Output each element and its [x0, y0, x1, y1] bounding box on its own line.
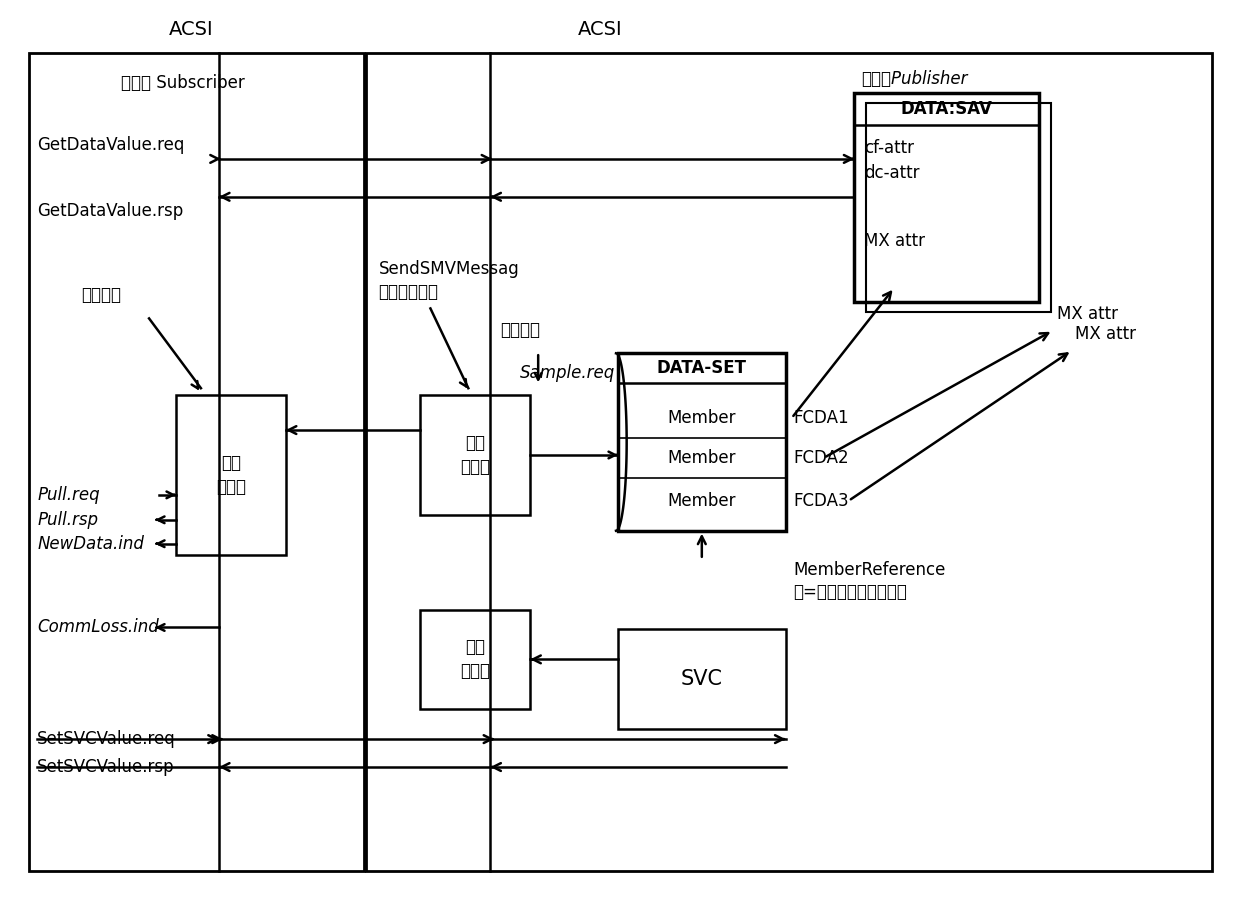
Text: GetDataValue.req: GetDataValue.req — [37, 136, 185, 154]
Text: cf-attr: cf-attr — [864, 139, 914, 157]
Text: FCDA1: FCDA1 — [794, 409, 849, 427]
Text: 订户方 Subscriber: 订户方 Subscriber — [122, 74, 244, 92]
Bar — [30, 53, 363, 871]
Text: Member: Member — [667, 409, 737, 427]
Text: 缓冲区: 缓冲区 — [460, 662, 490, 681]
Bar — [176, 395, 285, 555]
Text: ACSI: ACSI — [169, 20, 213, 39]
Text: Member: Member — [667, 449, 737, 467]
Text: SetSVCValue.req: SetSVCValue.req — [37, 730, 176, 748]
Text: Sample.req: Sample.req — [521, 364, 615, 382]
Text: FCDA3: FCDA3 — [794, 491, 849, 510]
Bar — [618, 353, 786, 530]
Text: Pull.req: Pull.req — [37, 486, 100, 504]
Bar — [366, 53, 1211, 871]
Text: MemberReference: MemberReference — [794, 560, 946, 578]
Text: 通信映射特定: 通信映射特定 — [378, 283, 439, 301]
Text: 当地事项: 当地事项 — [81, 287, 122, 304]
Text: 当地事项: 当地事项 — [500, 321, 541, 339]
Bar — [420, 609, 531, 710]
Text: Pull.rsp: Pull.rsp — [37, 510, 98, 529]
Text: Member: Member — [667, 491, 737, 510]
Text: MX attr: MX attr — [1056, 305, 1118, 323]
Text: NewData.ind: NewData.ind — [37, 535, 144, 553]
Text: CommLoss.ind: CommLoss.ind — [37, 618, 159, 636]
Text: MX attr: MX attr — [1075, 326, 1136, 343]
Text: FCDA2: FCDA2 — [794, 449, 849, 467]
Text: SendSMVMessag: SendSMVMessag — [378, 260, 520, 278]
Text: SVC: SVC — [681, 670, 723, 690]
Text: SetSVCValue.rsp: SetSVCValue.rsp — [37, 758, 175, 776]
Text: GetDataValue.rsp: GetDataValue.rsp — [37, 202, 184, 220]
Text: 发送: 发送 — [465, 434, 485, 452]
Text: 接收: 接收 — [221, 454, 241, 472]
Text: DATA-SET: DATA-SET — [657, 359, 746, 377]
Text: DATA:SAV: DATA:SAV — [900, 100, 993, 118]
Text: 控制: 控制 — [465, 638, 485, 656]
Text: dc-attr: dc-attr — [864, 164, 920, 182]
Text: 缓冲区: 缓冲区 — [216, 478, 246, 496]
Text: 发布方Publisher: 发布方Publisher — [861, 71, 967, 88]
Text: 缓冲区: 缓冲区 — [460, 458, 490, 476]
Bar — [867, 103, 1052, 312]
Text: ACSI: ACSI — [578, 20, 622, 39]
Bar — [618, 630, 786, 729]
Bar — [854, 93, 1039, 302]
Bar — [420, 395, 531, 515]
Text: MX attr: MX attr — [864, 232, 925, 250]
Text: （=功能约束数据属性）: （=功能约束数据属性） — [794, 583, 908, 601]
